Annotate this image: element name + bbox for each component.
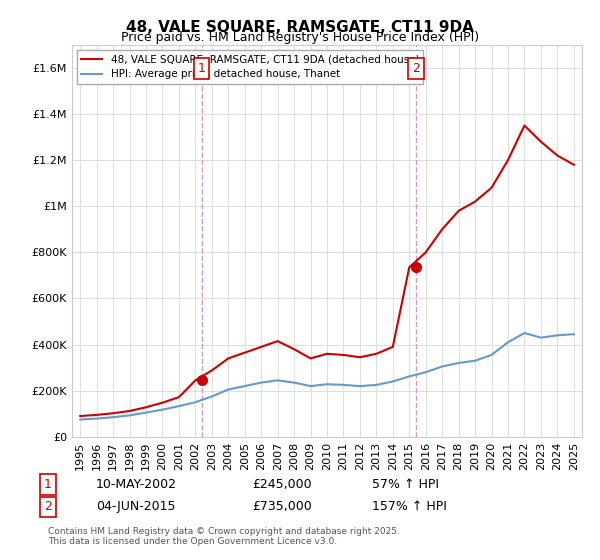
Text: 57% ↑ HPI: 57% ↑ HPI [372, 478, 439, 491]
Text: 1: 1 [44, 478, 52, 491]
Text: £735,000: £735,000 [252, 500, 312, 514]
Text: Contains HM Land Registry data © Crown copyright and database right 2025.
This d: Contains HM Land Registry data © Crown c… [48, 526, 400, 546]
Text: 1: 1 [198, 62, 206, 75]
Text: 48, VALE SQUARE, RAMSGATE, CT11 9DA: 48, VALE SQUARE, RAMSGATE, CT11 9DA [126, 20, 474, 35]
Text: 2: 2 [412, 62, 420, 75]
Text: 04-JUN-2015: 04-JUN-2015 [96, 500, 176, 514]
Text: 2: 2 [44, 500, 52, 514]
Text: 10-MAY-2002: 10-MAY-2002 [96, 478, 177, 491]
Text: Price paid vs. HM Land Registry's House Price Index (HPI): Price paid vs. HM Land Registry's House … [121, 31, 479, 44]
Text: £245,000: £245,000 [252, 478, 311, 491]
Text: 157% ↑ HPI: 157% ↑ HPI [372, 500, 447, 514]
Legend: 48, VALE SQUARE, RAMSGATE, CT11 9DA (detached house), HPI: Average price, detach: 48, VALE SQUARE, RAMSGATE, CT11 9DA (det… [77, 50, 424, 83]
